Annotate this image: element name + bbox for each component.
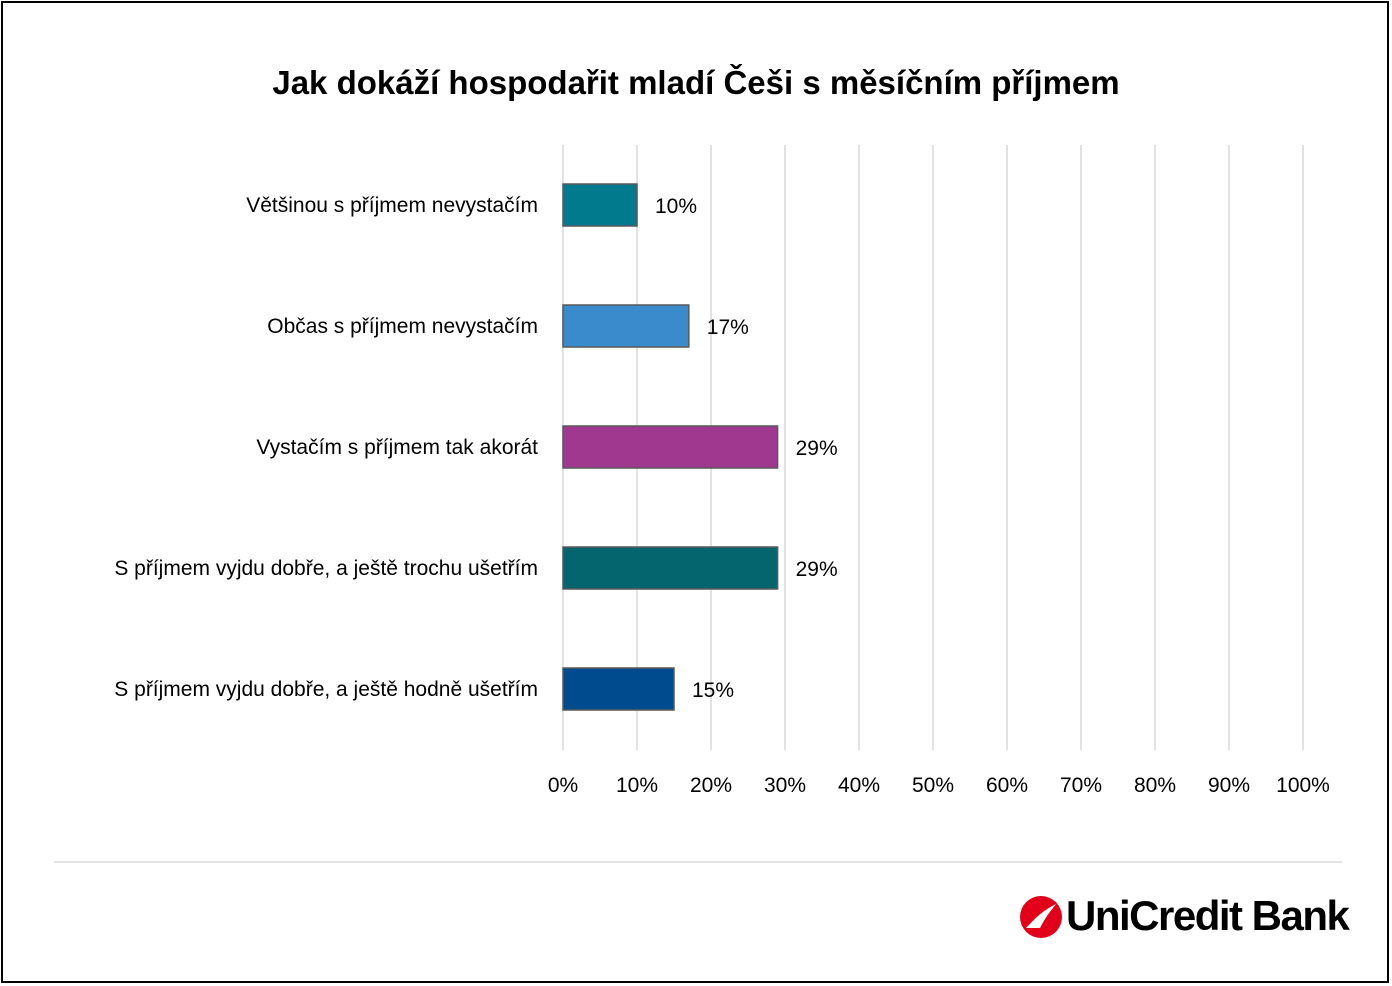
bar [562,425,779,469]
data-label: 17% [707,316,749,339]
x-tick-label: 70% [1060,774,1102,797]
category-label: Občas s příjmem nevystačím [267,315,538,338]
category-label: S příjmem vyjdu dobře, a ještě hodně uše… [114,678,538,701]
data-label: 29% [796,558,838,581]
x-tick-label: 50% [912,774,954,797]
data-label: 29% [796,437,838,460]
x-tick-label: 60% [986,774,1028,797]
category-label: S příjmem vyjdu dobře, a ještě trochu uš… [114,557,538,580]
unicredit-logo: UniCredit Bank [1018,890,1350,944]
chart-title: Jak dokáží hospodařit mladí Češi s měsíč… [272,64,1120,101]
bar [562,304,690,348]
bar [562,183,638,227]
x-tick-label: 90% [1208,774,1250,797]
footer-divider [54,861,1342,863]
brand-name: UniCredit Bank [1066,892,1350,939]
bar [562,667,675,711]
x-tick-label: 40% [838,774,880,797]
x-tick-label: 10% [616,774,658,797]
category-label: Vystačím s příjmem tak akorát [256,436,538,459]
x-tick-label: 20% [690,774,732,797]
x-tick-label: 80% [1134,774,1176,797]
bar [562,546,779,590]
category-label: Většinou s příjmem nevystačím [246,194,538,217]
x-tick-label: 100% [1276,774,1330,797]
data-label: 10% [655,195,697,218]
bar-chart: 0% 10% 20% 30% 40% 50% 60% 70% 80% 90% 100% Většino… [114,145,1330,797]
unicredit-mark-icon [1020,896,1062,938]
x-tick-label: 0% [548,774,578,797]
data-label: 15% [692,679,734,702]
x-tick-label: 30% [764,774,806,797]
